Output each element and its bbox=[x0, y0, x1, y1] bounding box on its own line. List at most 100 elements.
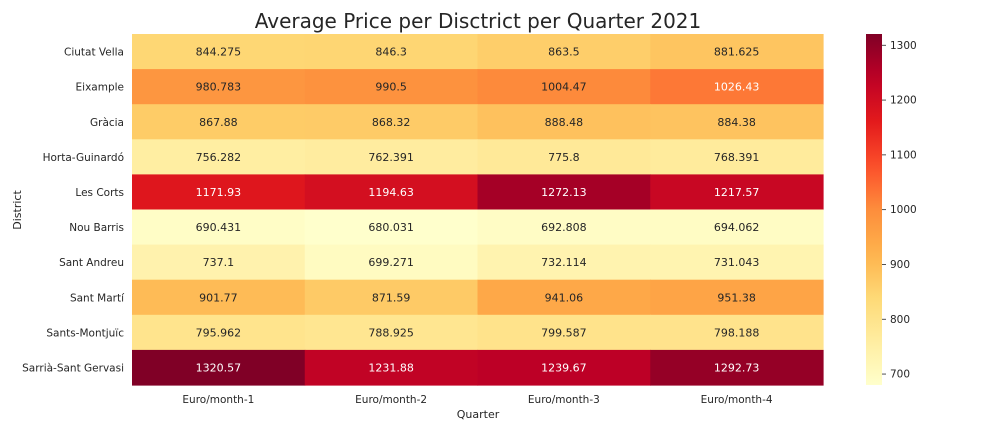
heatmap-cell bbox=[304, 34, 479, 70]
heatmap-cell bbox=[477, 349, 651, 386]
heatmap-cell bbox=[132, 279, 306, 316]
heatmap-cell bbox=[304, 209, 479, 246]
heatmap-cell bbox=[477, 314, 651, 351]
colorbar-tick-label: 1000 bbox=[890, 204, 917, 216]
cell-value-label: 941.06 bbox=[545, 291, 584, 304]
cell-value-label: 1217.57 bbox=[714, 186, 760, 199]
heatmap-cell bbox=[650, 349, 824, 386]
row-tick-label: Ciutat Vella bbox=[64, 47, 124, 59]
y-axis-label: District bbox=[11, 190, 24, 230]
cell-value-label: 692.808 bbox=[541, 221, 587, 234]
column-labels: Euro/month-1 Euro/month-2 Euro/month-3 Euro… bbox=[182, 394, 772, 406]
heatmap-cell bbox=[132, 349, 306, 386]
cell-value-label: 871.59 bbox=[372, 291, 411, 304]
colorbar-tick-label: 1200 bbox=[890, 95, 917, 107]
cell-value-label: 799.587 bbox=[541, 326, 587, 339]
colorbar bbox=[866, 34, 882, 385]
heatmap-cell bbox=[304, 139, 479, 175]
cell-value-label: 756.282 bbox=[196, 151, 242, 164]
cell-value-label: 1239.67 bbox=[541, 361, 587, 374]
cell-value-label: 798.188 bbox=[714, 326, 760, 339]
heatmap-cell bbox=[304, 314, 479, 351]
cell-value-label: 980.783 bbox=[196, 81, 242, 94]
heatmap-cell bbox=[477, 174, 651, 211]
row-tick-label: Horta-Guinardó bbox=[43, 152, 124, 164]
colorbar-tick-label: 1100 bbox=[890, 149, 917, 161]
heatmap-cell bbox=[477, 69, 651, 105]
heatmap-cell bbox=[304, 244, 479, 281]
column-tick-label: Euro/month-3 bbox=[528, 394, 600, 406]
heatmap-cell bbox=[650, 174, 824, 211]
heatmap-cell bbox=[477, 104, 651, 140]
colorbar-tick-label: 900 bbox=[890, 259, 910, 271]
heatmap-cell bbox=[132, 244, 306, 281]
heatmap-cell bbox=[477, 139, 651, 175]
cell-value-label: 1194.63 bbox=[368, 186, 414, 199]
cell-value-label: 951.38 bbox=[717, 291, 756, 304]
cell-value-label: 699.271 bbox=[368, 256, 414, 269]
heatmap-cell bbox=[650, 279, 824, 316]
heatmap-cell bbox=[650, 69, 824, 105]
heatmap-cell bbox=[132, 104, 306, 140]
cell-value-label: 1292.73 bbox=[714, 361, 760, 374]
heatmap-cell bbox=[132, 69, 306, 105]
cell-value-label: 867.88 bbox=[199, 116, 238, 129]
row-tick-label: Gràcia bbox=[90, 117, 124, 129]
heatmap-cell bbox=[650, 34, 824, 70]
cell-value-label: 901.77 bbox=[199, 291, 238, 304]
cell-value-label: 884.38 bbox=[717, 116, 756, 129]
colorbar-tick-label: 700 bbox=[890, 369, 910, 381]
heatmap-cell bbox=[304, 104, 479, 140]
chart-title: Average Price per Disctrict per Quarter … bbox=[255, 9, 702, 33]
colorbar-tick-label: 1300 bbox=[890, 40, 917, 52]
cell-value-label: 680.031 bbox=[368, 221, 414, 234]
cell-value-label: 846.3 bbox=[375, 46, 407, 59]
cell-value-label: 1171.93 bbox=[196, 186, 242, 199]
cell-value-label: 775.8 bbox=[548, 151, 580, 164]
cell-value-label: 844.275 bbox=[196, 46, 242, 59]
heatmap-cell bbox=[304, 174, 479, 211]
cell-value-label: 737.1 bbox=[203, 256, 235, 269]
cell-value-label: 863.5 bbox=[548, 46, 580, 59]
heatmap-cell bbox=[132, 209, 306, 246]
cell-value-label: 1272.13 bbox=[541, 186, 587, 199]
heatmap-cell bbox=[650, 314, 824, 351]
row-tick-label: Eixample bbox=[76, 82, 124, 94]
heatmap-cell bbox=[477, 279, 651, 316]
heatmap-cell bbox=[477, 244, 651, 281]
row-tick-label: Sants-Montjuïc bbox=[46, 327, 124, 339]
cell-value-label: 888.48 bbox=[545, 116, 584, 129]
heatmap-cell bbox=[650, 104, 824, 140]
cell-value-label: 694.062 bbox=[714, 221, 760, 234]
colorbar-ticks: 700 800 900 1000 1100 1200 1300 bbox=[882, 40, 917, 381]
cell-value-label: 731.043 bbox=[714, 256, 760, 269]
cell-value-label: 1320.57 bbox=[196, 361, 242, 374]
cell-value-label: 1026.43 bbox=[714, 81, 760, 94]
heatmap-cell bbox=[304, 349, 479, 386]
cell-value-label: 795.962 bbox=[196, 326, 242, 339]
colorbar-tick-label: 800 bbox=[890, 314, 910, 326]
column-tick-label: Euro/month-1 bbox=[182, 394, 254, 406]
cell-value-label: 1231.88 bbox=[368, 361, 414, 374]
column-tick-label: Euro/month-2 bbox=[355, 394, 427, 406]
row-tick-label: Sant Martí bbox=[70, 292, 125, 304]
heatmap-cell bbox=[650, 244, 824, 281]
heatmap-cell bbox=[650, 209, 824, 246]
cell-value-label: 732.114 bbox=[541, 256, 587, 269]
heatmap-cell bbox=[132, 314, 306, 351]
heatmap-cell bbox=[304, 279, 479, 316]
row-labels: Ciutat Vella Eixample Gràcia Horta-Guinardó… bbox=[22, 47, 125, 375]
cell-value-label: 762.391 bbox=[368, 151, 414, 164]
row-tick-label: Sant Andreu bbox=[59, 257, 124, 269]
x-axis-label: Quarter bbox=[457, 408, 500, 421]
row-tick-label: Nou Barris bbox=[69, 222, 124, 234]
heatmap-cell bbox=[132, 174, 306, 211]
column-tick-label: Euro/month-4 bbox=[701, 394, 773, 406]
heatmap-cell bbox=[650, 139, 824, 175]
cell-value-label: 881.625 bbox=[714, 46, 760, 59]
cell-value-label: 868.32 bbox=[372, 116, 411, 129]
heatmap-cells: 844.275 846.3 863.5 881.625 980.783 990.5 1004… bbox=[132, 34, 824, 386]
cell-value-label: 768.391 bbox=[714, 151, 760, 164]
cell-value-label: 1004.47 bbox=[541, 81, 587, 94]
